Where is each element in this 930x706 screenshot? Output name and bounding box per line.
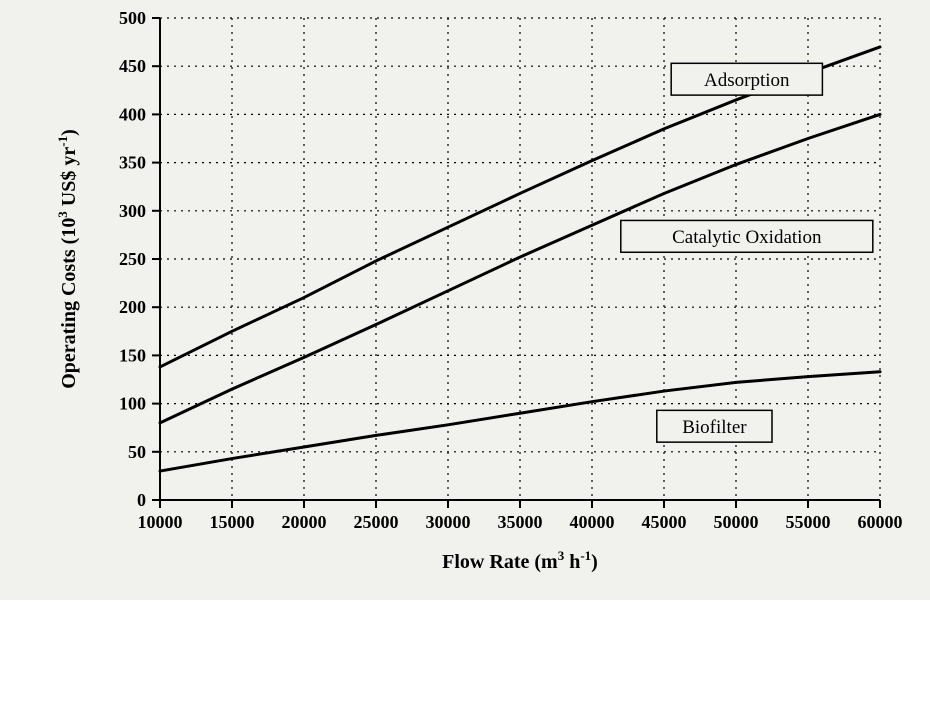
y-tick-label: 300 xyxy=(119,201,146,221)
series-label: Biofilter xyxy=(682,417,747,438)
x-tick-label: 30000 xyxy=(426,512,471,532)
x-tick-label: 10000 xyxy=(138,512,183,532)
y-tick-label: 350 xyxy=(119,153,146,173)
y-tick-label: 0 xyxy=(137,490,146,510)
x-tick-label: 25000 xyxy=(354,512,399,532)
y-tick-label: 500 xyxy=(119,8,146,28)
x-tick-label: 35000 xyxy=(498,512,543,532)
y-axis-label: Operating Costs (103 US$ yr-1) xyxy=(55,129,80,389)
y-tick-label: 450 xyxy=(119,56,146,76)
series-label: Catalytic Oxidation xyxy=(672,227,822,248)
y-tick-label: 100 xyxy=(119,394,146,414)
series-label: Adsorption xyxy=(704,70,790,91)
chart-svg: 10000 15000 20000 25000 30000 35000 40000 45000… xyxy=(0,0,930,706)
x-axis-label: Flow Rate (m3 h-1) xyxy=(442,548,598,573)
x-tick-label: 45000 xyxy=(642,512,687,532)
y-tick-label: 150 xyxy=(119,345,146,365)
x-tick-label: 55000 xyxy=(786,512,831,532)
x-tick-label: 50000 xyxy=(714,512,759,532)
x-tick-label: 40000 xyxy=(570,512,615,532)
y-tick-label: 50 xyxy=(128,442,146,462)
page-bottom xyxy=(0,600,930,706)
x-tick-label: 20000 xyxy=(282,512,327,532)
x-tick-label: 15000 xyxy=(210,512,255,532)
y-tick-label: 250 xyxy=(119,249,146,269)
x-tick-label: 60000 xyxy=(858,512,903,532)
y-tick-label: 400 xyxy=(119,104,146,124)
chart-container: 10000 15000 20000 25000 30000 35000 40000 45000… xyxy=(0,0,930,706)
y-tick-label: 200 xyxy=(119,297,146,317)
